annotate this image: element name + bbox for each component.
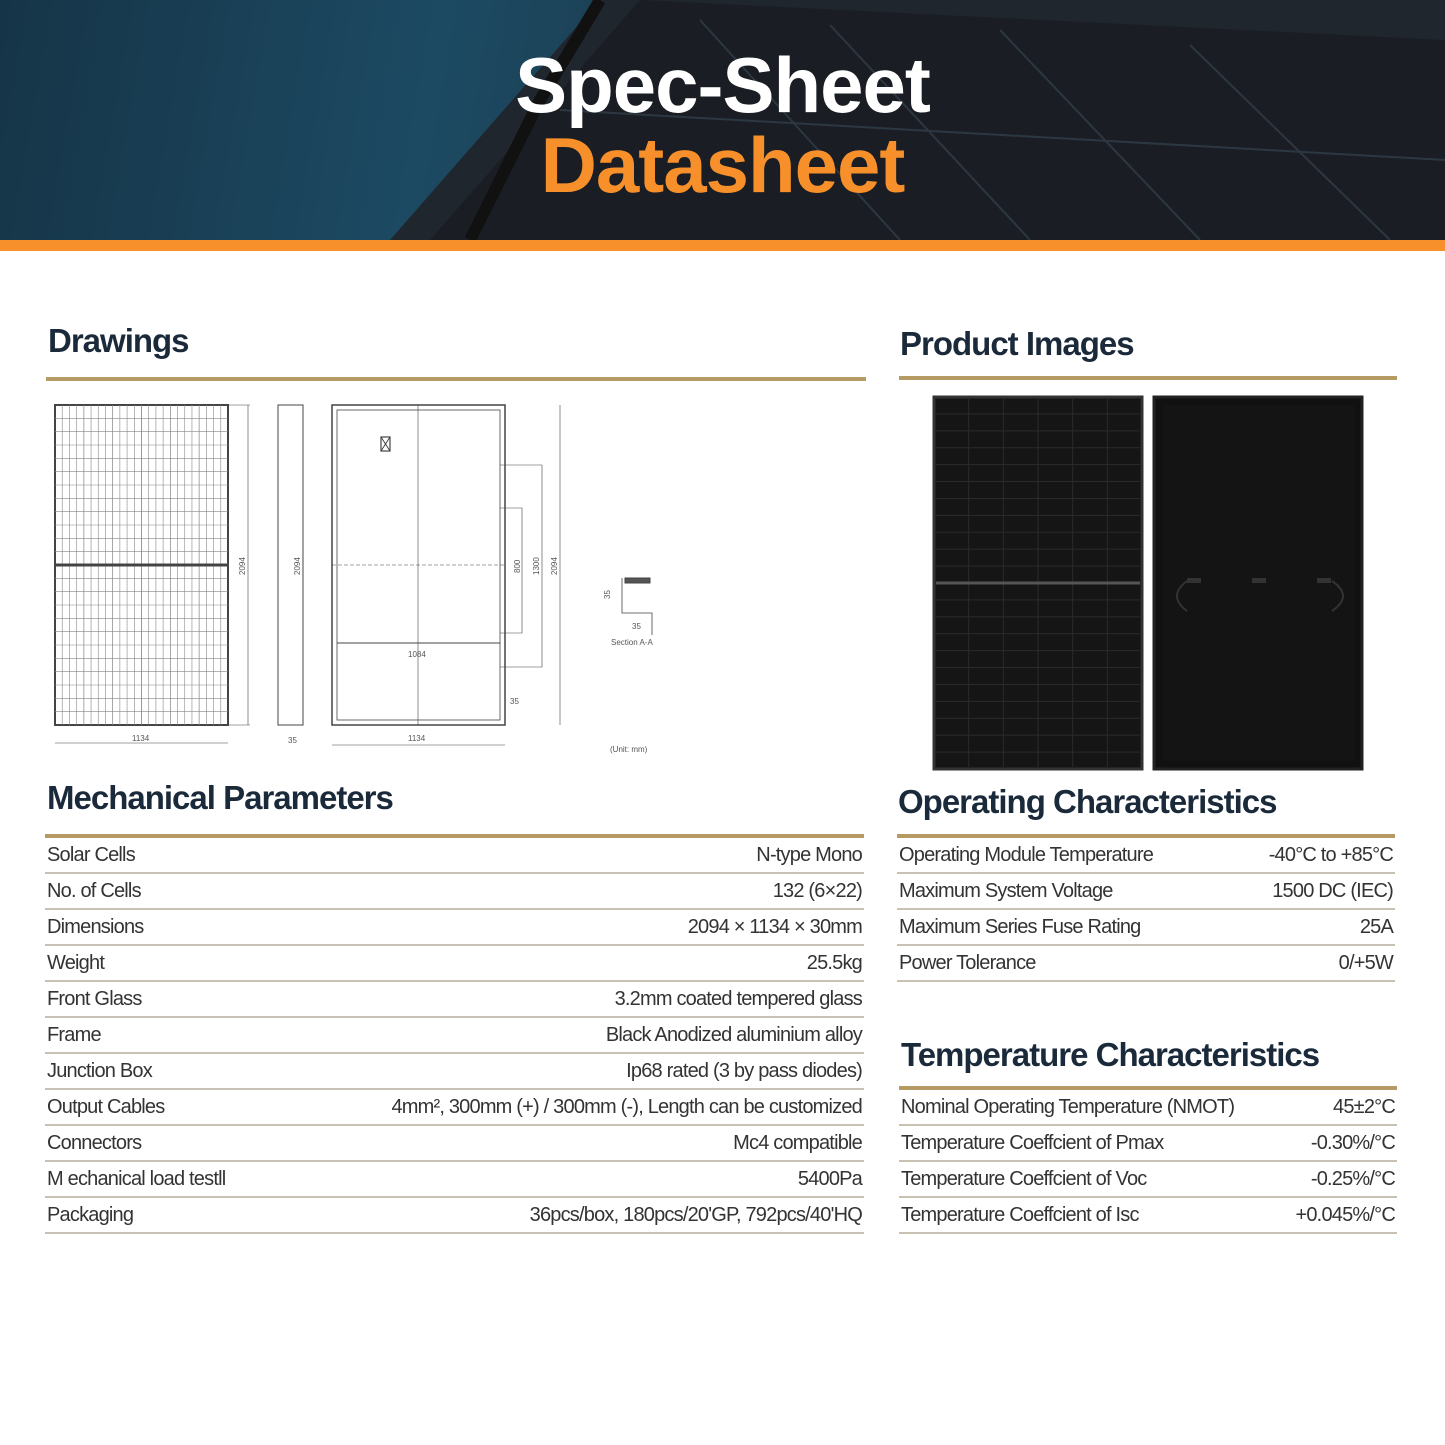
table-row: Front Glass 3.2mm coated tempered glass [45,982,864,1018]
operating-table: Operating Module Temperature -40°C to +85… [897,838,1395,982]
row-value: -40°C to +85°C [1268,843,1394,866]
accent-bar [0,240,1445,251]
table-row: Connectors Mc4 compatible [45,1126,864,1162]
unit-label: (Unit: mm) [610,745,648,754]
table-row: Maximum System Voltage 1500 DC (IEC) [897,874,1395,910]
divider [899,1086,1397,1090]
row-value: Black Anodized aluminium alloy [605,1023,863,1046]
row-label: Nominal Operating Temperature (NMOT) [901,1095,1235,1118]
section-label: Section A-A [611,638,653,647]
module-drawings: 1134 2094 2094 35 1084 800 1300 2094 35 … [54,404,653,754]
mechanical-heading: Mechanical Parameters [47,779,394,816]
table-row: Frame Black Anodized aluminium alloy [45,1018,864,1054]
row-value: 132 (6×22) [772,879,863,902]
row-value: 4mm², 300mm (+) / 300mm (-), Length can … [391,1095,862,1118]
table-row: Power Tolerance 0/+5W [897,946,1395,982]
divider [46,377,866,381]
row-value: 45±2°C [1333,1095,1396,1118]
row-label: Solar Cells [47,843,136,866]
row-value: 36pcs/box, 180pcs/20'GP, 792pcs/40'HQ [529,1203,863,1226]
table-row: Output Cables 4mm², 300mm (+) / 300mm (-)… [45,1090,864,1126]
row-label: Packaging [47,1203,134,1226]
row-label: Temperature Coeffcient of Voc [901,1167,1147,1190]
row-value: Mc4 compatible [733,1131,863,1154]
product-images [932,395,1364,771]
row-value: +0.045%/°C [1295,1203,1395,1226]
table-row: Nominal Operating Temperature (NMOT) 45±2… [899,1090,1397,1126]
table-row: Weight 25.5kg [45,946,864,982]
temperature-table: Nominal Operating Temperature (NMOT) 45±2… [899,1090,1397,1234]
row-value: N-type Mono [756,843,863,866]
product-images-heading: Product Images [900,325,1135,362]
header-banner: Spec-Sheet Datasheet [0,0,1445,240]
row-label: Maximum System Voltage [899,879,1113,902]
row-value: -0.30%/°C [1310,1131,1396,1154]
row-value: 5400Pa [797,1167,863,1190]
divider [45,834,864,838]
row-label: Front Glass [47,987,142,1010]
mechanical-table: Solar Cells N-type Mono No. of Cells 132 (6… [45,838,864,1234]
row-label: Connectors [47,1131,142,1154]
table-row: Maximum Series Fuse Rating 25A [897,910,1395,946]
row-label: Output Cables [47,1095,165,1118]
dim-width-back: 1134 [408,734,426,743]
page-subtitle: Datasheet [540,121,906,209]
row-value: 3.2mm coated tempered glass [614,987,863,1010]
table-row: Temperature Coeffcient of Isc +0.045%/°C [899,1198,1397,1234]
row-value: 1500 DC (IEC) [1272,879,1394,902]
operating-heading: Operating Characteristics [898,783,1277,820]
table-row: Temperature Coeffcient of Voc -0.25%/°C [899,1162,1397,1198]
dim-depth: 35 [288,736,297,745]
table-row: M echanical load testll 5400Pa [45,1162,864,1198]
row-value: -0.25%/°C [1310,1167,1396,1190]
row-label: Frame [47,1023,102,1046]
row-label: Power Tolerance [899,951,1036,974]
page-title: Spec-Sheet [515,41,931,129]
roof-solar-background [390,0,1445,240]
table-row: No. of Cells 132 (6×22) [45,874,864,910]
dim-mount-width: 1084 [408,650,426,659]
row-label: Junction Box [47,1059,153,1082]
table-row: Operating Module Temperature -40°C to +85… [897,838,1395,874]
table-row: Junction Box Ip68 rated (3 by pass diodes… [45,1054,864,1090]
row-label: Maximum Series Fuse Rating [899,915,1141,938]
row-label: M echanical load testll [47,1167,226,1190]
divider [897,834,1395,838]
row-label: Weight [47,951,105,974]
table-row: Dimensions 2094 × 1134 × 30mm [45,910,864,946]
drawings-heading: Drawings [48,322,190,359]
row-label: Dimensions [47,915,144,938]
dim-length-side: 2094 [293,557,302,575]
row-label: No. of Cells [47,879,142,902]
row-value: 25A [1359,915,1394,938]
temperature-heading: Temperature Characteristics [901,1036,1320,1073]
row-value: 2094 × 1134 × 30mm [687,915,863,938]
section-width: 35 [632,622,641,631]
table-row: Temperature Coeffcient of Pmax -0.30%/°C [899,1126,1397,1162]
row-value: Ip68 rated (3 by pass diodes) [626,1059,863,1082]
dim-mount-outer: 1300 [532,557,541,575]
dim-length-back: 2094 [550,557,559,575]
section-height: 35 [603,590,612,599]
dim-length: 2094 [238,557,247,575]
row-value: 25.5kg [806,951,863,974]
row-label: Temperature Coeffcient of Pmax [901,1131,1164,1154]
table-row: Packaging 36pcs/box, 180pcs/20'GP, 792pcs… [45,1198,864,1234]
dim-mount-inner: 800 [513,559,522,573]
dim-edge: 35 [510,697,519,706]
row-label: Operating Module Temperature [899,843,1154,866]
divider [899,376,1397,380]
dim-width: 1134 [132,734,150,743]
row-value: 0/+5W [1338,951,1394,974]
row-label: Temperature Coeffcient of Isc [901,1203,1139,1226]
table-row: Solar Cells N-type Mono [45,838,864,874]
